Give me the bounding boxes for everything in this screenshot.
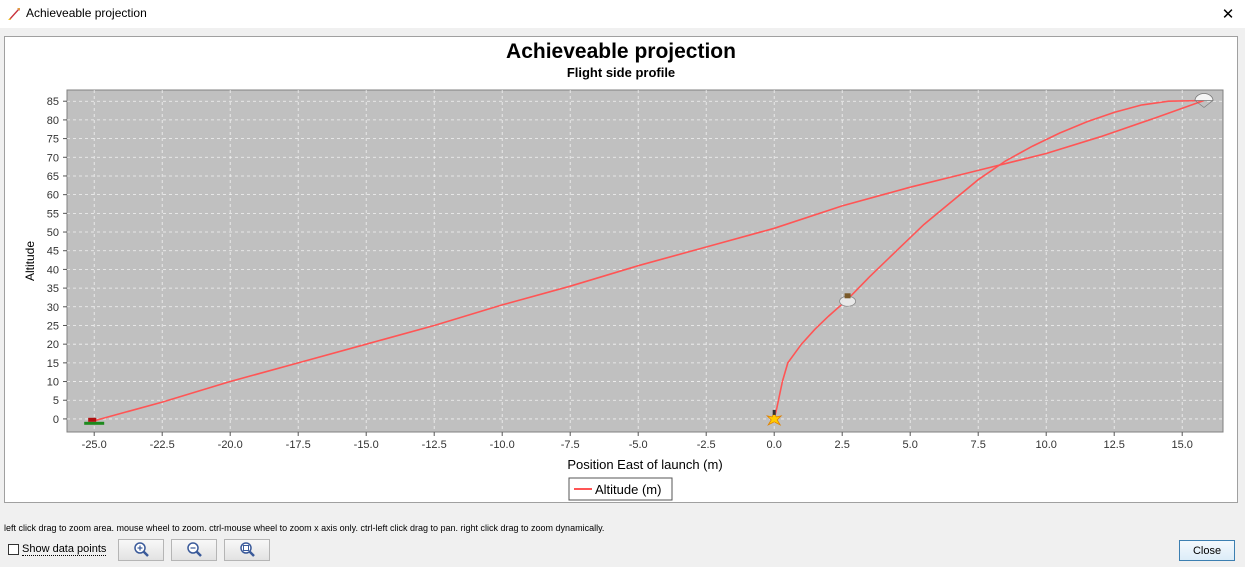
- x-tick-label: -15.0: [354, 439, 379, 451]
- chart-panel[interactable]: Achieveable projection Flight side profi…: [4, 36, 1238, 503]
- y-tick-label: 30: [47, 302, 59, 314]
- y-axis-label: Altitude: [23, 241, 37, 281]
- altitude-descent-line: [93, 99, 1205, 422]
- y-tick-label: 25: [47, 320, 59, 332]
- close-window-button[interactable]: ✕: [1211, 0, 1245, 28]
- y-tick-label: 40: [47, 264, 59, 276]
- y-tick-label: 5: [53, 395, 59, 407]
- motor-shape: [844, 293, 851, 299]
- x-tick-label: -17.5: [286, 439, 311, 451]
- y-tick-label: 20: [47, 339, 59, 351]
- y-tick-label: 15: [47, 358, 59, 370]
- x-tick-label: -5.0: [629, 439, 648, 451]
- y-tick-label: 35: [47, 283, 59, 295]
- zoom-out-icon: [187, 542, 202, 557]
- chart-title: Achieveable projection: [506, 40, 736, 63]
- legend: Altitude (m): [568, 477, 673, 501]
- x-axis-label: Position East of launch (m): [567, 457, 722, 472]
- shroud-line: [1194, 100, 1205, 108]
- zoom-reset-button[interactable]: [224, 539, 270, 561]
- y-tick-label: 75: [47, 134, 59, 146]
- y-tick-label: 0: [53, 414, 59, 426]
- plot-area[interactable]: [66, 89, 1224, 433]
- burnout-cloud-icon: [839, 293, 856, 307]
- launch-burst-icon: [765, 409, 783, 426]
- rocket-on-ground: [88, 417, 97, 422]
- x-tick-label: -20.0: [218, 439, 243, 451]
- show-data-points-label: Show data points: [22, 543, 107, 556]
- y-tick-label: 60: [47, 190, 59, 202]
- y-tick-label: 45: [47, 246, 59, 258]
- zoom-in-button[interactable]: [118, 539, 164, 561]
- event-markers: [84, 93, 1214, 426]
- flight-profile-chart[interactable]: Achieveable projection Flight side profi…: [5, 37, 1237, 502]
- shroud-line: [1203, 100, 1214, 108]
- x-tick-label: 12.5: [1103, 439, 1124, 451]
- y-tick-label: 85: [47, 96, 59, 108]
- rocket-app-icon: [8, 8, 20, 20]
- x-tick-label: -2.5: [697, 439, 716, 451]
- window-titlebar: Achieveable projection ✕: [0, 0, 1245, 28]
- y-tick-label: 50: [47, 227, 59, 239]
- zoom-reset-icon: [240, 542, 255, 557]
- legend-box: [568, 477, 673, 501]
- zoom-hint-text: left click drag to zoom area. mouse whee…: [4, 523, 605, 533]
- y-tick-label: 70: [47, 152, 59, 164]
- zoom-out-button[interactable]: [171, 539, 217, 561]
- y-tick-label: 10: [47, 377, 59, 389]
- x-tick-label: -7.5: [561, 439, 580, 451]
- canopy-shape: [1194, 93, 1214, 101]
- burst-shape: [765, 410, 783, 426]
- landing-marker-icon: [84, 417, 105, 425]
- y-tick-label: 55: [47, 208, 59, 220]
- x-tick-label: -22.5: [150, 439, 175, 451]
- x-tick-label: 15.0: [1171, 439, 1192, 451]
- ground-bar: [84, 421, 105, 425]
- window-title: Achieveable projection: [26, 6, 147, 20]
- show-data-points-checkbox[interactable]: [8, 544, 19, 555]
- x-tick-label: 7.5: [971, 439, 986, 451]
- chart-subtitle: Flight side profile: [567, 65, 675, 80]
- y-tick-label: 65: [47, 171, 59, 183]
- close-icon: ✕: [1221, 6, 1235, 23]
- show-data-points-toggle[interactable]: Show data points: [8, 543, 107, 556]
- x-tick-label: 10.0: [1035, 439, 1056, 451]
- x-tick-label: -12.5: [422, 439, 447, 451]
- x-tick-label: 0.0: [767, 439, 782, 451]
- close-button[interactable]: Close: [1179, 540, 1235, 561]
- apogee-parachute-icon: [1194, 93, 1214, 108]
- x-tick-label: -25.0: [82, 439, 107, 451]
- zoom-in-icon: [134, 542, 149, 557]
- grid-lines: [67, 90, 1223, 432]
- x-tick-label: 5.0: [903, 439, 918, 451]
- axis-ticks: -25.0 -22.5 -20.0 -17.5 -15.0 -12.5 -10.0 -7.5 -…: [47, 96, 1193, 451]
- series-lines: [93, 99, 1205, 422]
- x-tick-label: -10.0: [490, 439, 515, 451]
- altitude-ascent-line: [773, 99, 1205, 420]
- legend-label: Altitude (m): [595, 482, 661, 497]
- rocket-body: [772, 409, 776, 415]
- x-tick-label: 2.5: [835, 439, 850, 451]
- y-tick-label: 80: [47, 115, 59, 127]
